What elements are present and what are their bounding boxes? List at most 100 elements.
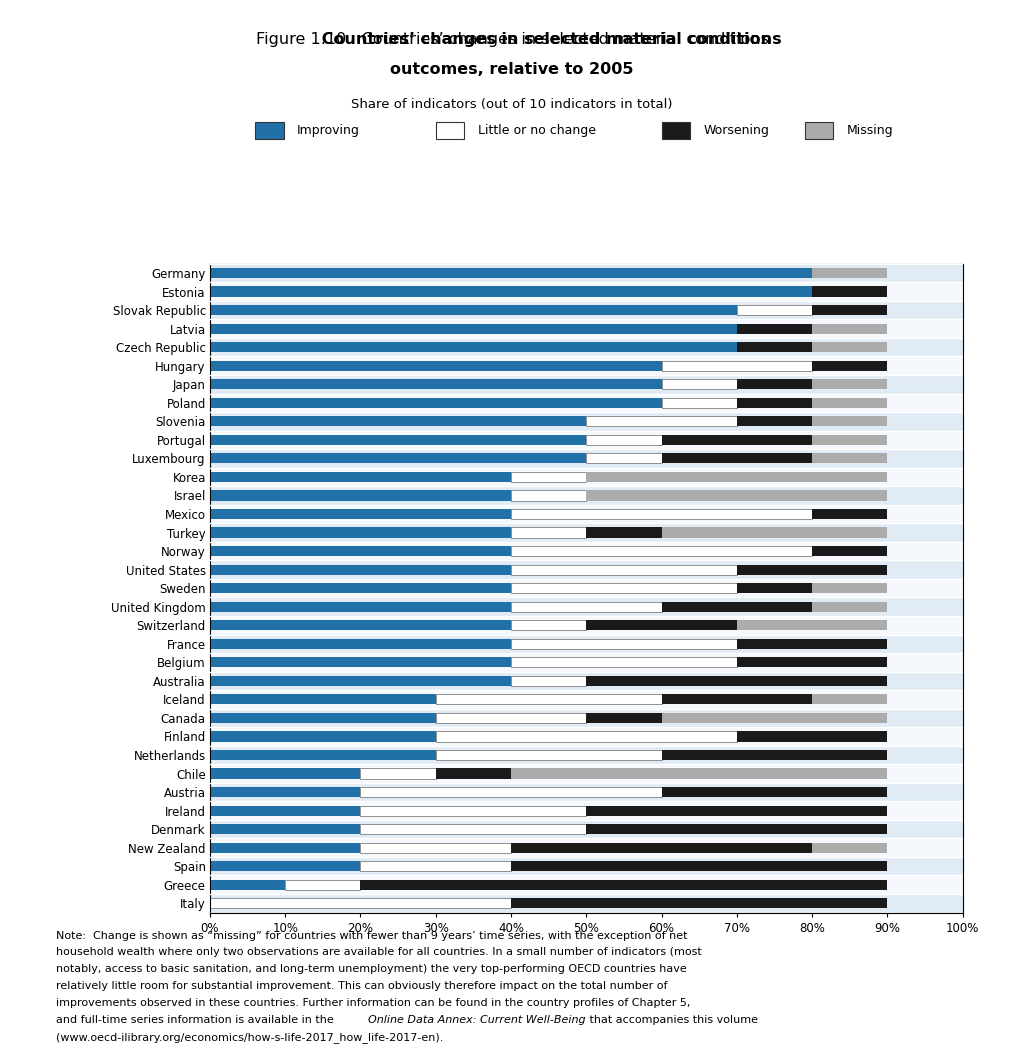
Bar <box>210 523 963 542</box>
Bar <box>210 746 963 764</box>
Bar <box>210 861 360 871</box>
Bar <box>662 379 737 389</box>
Text: Countries’ changes in selected material conditions: Countries’ changes in selected material … <box>243 32 781 46</box>
Bar <box>210 546 511 556</box>
Bar <box>812 287 887 296</box>
Bar <box>210 528 511 538</box>
Bar <box>586 824 887 835</box>
Bar <box>511 583 736 593</box>
Bar <box>210 727 963 746</box>
Bar <box>436 694 662 705</box>
Bar <box>360 824 586 835</box>
Bar <box>586 713 662 723</box>
Bar <box>210 672 963 690</box>
Bar <box>586 528 662 538</box>
Bar <box>812 601 887 612</box>
Bar <box>210 542 963 560</box>
Bar <box>736 583 812 593</box>
Bar <box>210 653 963 672</box>
Bar <box>210 898 511 908</box>
Bar <box>360 768 436 779</box>
Bar <box>586 454 662 463</box>
Bar <box>662 601 812 612</box>
Bar <box>210 579 963 597</box>
Bar <box>210 802 963 820</box>
Bar <box>210 320 963 338</box>
Bar <box>210 361 662 370</box>
Bar <box>511 528 586 538</box>
Bar <box>662 122 690 139</box>
Bar <box>210 601 511 612</box>
Bar <box>210 467 963 486</box>
Text: Online Data Annex: Current Well-Being: Online Data Annex: Current Well-Being <box>369 1015 586 1024</box>
Bar <box>210 435 586 445</box>
Bar <box>812 509 887 519</box>
Bar <box>812 268 887 279</box>
Bar <box>812 305 887 315</box>
Bar <box>210 430 963 449</box>
Bar <box>210 504 963 523</box>
Bar <box>812 324 887 333</box>
Bar <box>511 601 662 612</box>
Bar <box>586 491 887 500</box>
Bar <box>210 806 360 816</box>
Bar <box>210 709 963 727</box>
Text: Note:  Change is shown as “missing” for countries with fewer than 9 years’ time : Note: Change is shown as “missing” for c… <box>56 931 688 940</box>
Bar <box>805 122 834 139</box>
Bar <box>812 379 887 389</box>
Bar <box>210 824 360 835</box>
Bar <box>210 880 285 889</box>
Bar <box>210 731 436 742</box>
Bar <box>210 894 963 913</box>
Bar <box>662 454 812 463</box>
Bar <box>210 620 511 630</box>
Bar <box>511 546 812 556</box>
Bar <box>511 491 586 500</box>
Bar <box>210 616 963 634</box>
Bar <box>586 676 887 686</box>
Bar <box>210 564 511 575</box>
Text: Share of indicators (out of 10 indicators in total): Share of indicators (out of 10 indicator… <box>351 98 673 111</box>
Text: Missing: Missing <box>847 124 893 137</box>
Bar <box>210 764 963 783</box>
Bar <box>210 583 511 593</box>
Bar <box>210 268 812 279</box>
Bar <box>210 305 736 315</box>
Bar <box>210 394 963 413</box>
Bar <box>436 731 737 742</box>
Bar <box>210 338 963 357</box>
Bar <box>662 694 812 705</box>
Bar <box>736 342 812 352</box>
Text: household wealth where only two observations are available for all countries. In: household wealth where only two observat… <box>56 947 702 957</box>
Bar <box>210 597 963 616</box>
Bar <box>210 783 963 802</box>
Bar <box>511 564 736 575</box>
Bar <box>210 287 812 296</box>
Text: relatively little room for substantial improvement. This can obviously therefore: relatively little room for substantial i… <box>56 981 668 991</box>
Text: (www.oecd-ilibrary.org/economics/how-s-life-2017_how_life-2017-en).: (www.oecd-ilibrary.org/economics/how-s-l… <box>56 1032 443 1042</box>
Bar <box>210 283 963 301</box>
Bar <box>210 509 511 519</box>
Bar <box>511 638 736 649</box>
Bar <box>586 472 887 482</box>
Bar <box>210 413 963 430</box>
Bar <box>586 417 737 426</box>
Bar <box>210 820 963 839</box>
Bar <box>210 657 511 668</box>
Bar <box>812 546 887 556</box>
Bar <box>511 472 586 482</box>
Bar <box>210 342 736 352</box>
Bar <box>210 768 360 779</box>
Bar <box>736 398 812 408</box>
Bar <box>436 713 586 723</box>
Bar <box>812 583 887 593</box>
Bar <box>662 787 887 798</box>
Bar <box>511 898 887 908</box>
Bar <box>662 713 887 723</box>
Bar <box>210 301 963 320</box>
Bar <box>210 690 963 709</box>
Bar <box>736 305 812 315</box>
Bar <box>736 620 887 630</box>
Bar <box>736 638 887 649</box>
Bar <box>210 449 963 467</box>
